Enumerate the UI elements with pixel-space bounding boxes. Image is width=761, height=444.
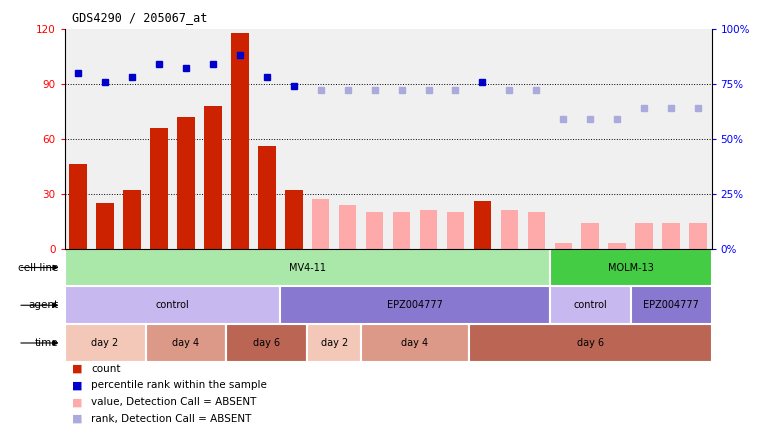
Text: day 2: day 2 — [91, 338, 119, 348]
Bar — [361, 324, 469, 362]
Bar — [339, 205, 356, 249]
Text: MOLM-13: MOLM-13 — [608, 262, 654, 273]
Bar — [97, 203, 114, 249]
Bar — [123, 190, 141, 249]
Bar — [312, 199, 330, 249]
Text: value, Detection Call = ABSENT: value, Detection Call = ABSENT — [91, 397, 256, 407]
Bar — [231, 32, 249, 249]
Bar — [420, 210, 438, 249]
Bar — [258, 146, 275, 249]
Text: cell line: cell line — [18, 262, 59, 273]
Text: GDS4290 / 205067_at: GDS4290 / 205067_at — [72, 11, 208, 24]
Bar — [609, 243, 626, 249]
Bar — [550, 286, 631, 324]
Bar — [581, 223, 599, 249]
Text: time: time — [34, 338, 59, 348]
Text: control: control — [573, 300, 607, 310]
Bar — [285, 190, 303, 249]
Bar — [65, 324, 145, 362]
Text: control: control — [155, 300, 189, 310]
Text: count: count — [91, 364, 121, 373]
Text: MV4-11: MV4-11 — [288, 262, 326, 273]
Bar — [527, 212, 545, 249]
Text: day 4: day 4 — [173, 338, 199, 348]
Text: day 4: day 4 — [402, 338, 428, 348]
Text: ■: ■ — [72, 364, 83, 373]
Bar — [501, 210, 518, 249]
Bar — [447, 212, 464, 249]
Bar — [280, 286, 550, 324]
Bar — [473, 201, 491, 249]
Text: ■: ■ — [72, 414, 83, 424]
Bar — [635, 223, 653, 249]
Bar — [150, 128, 167, 249]
Bar — [469, 324, 712, 362]
Bar — [662, 223, 680, 249]
Bar — [307, 324, 361, 362]
Bar — [65, 249, 550, 286]
Bar — [689, 223, 707, 249]
Bar — [177, 117, 195, 249]
Bar — [204, 106, 221, 249]
Bar — [393, 212, 410, 249]
Bar — [555, 243, 572, 249]
Text: day 6: day 6 — [577, 338, 603, 348]
Bar — [69, 164, 87, 249]
Bar — [65, 286, 280, 324]
Bar — [227, 324, 307, 362]
Text: ■: ■ — [72, 381, 83, 390]
Text: day 6: day 6 — [253, 338, 280, 348]
Text: rank, Detection Call = ABSENT: rank, Detection Call = ABSENT — [91, 414, 252, 424]
Text: EPZ004777: EPZ004777 — [387, 300, 443, 310]
Bar — [550, 249, 712, 286]
Text: percentile rank within the sample: percentile rank within the sample — [91, 381, 267, 390]
Text: ■: ■ — [72, 397, 83, 407]
Text: EPZ004777: EPZ004777 — [643, 300, 699, 310]
Text: day 2: day 2 — [320, 338, 348, 348]
Bar — [145, 324, 227, 362]
Text: agent: agent — [28, 300, 59, 310]
Bar — [366, 212, 384, 249]
Bar — [631, 286, 712, 324]
